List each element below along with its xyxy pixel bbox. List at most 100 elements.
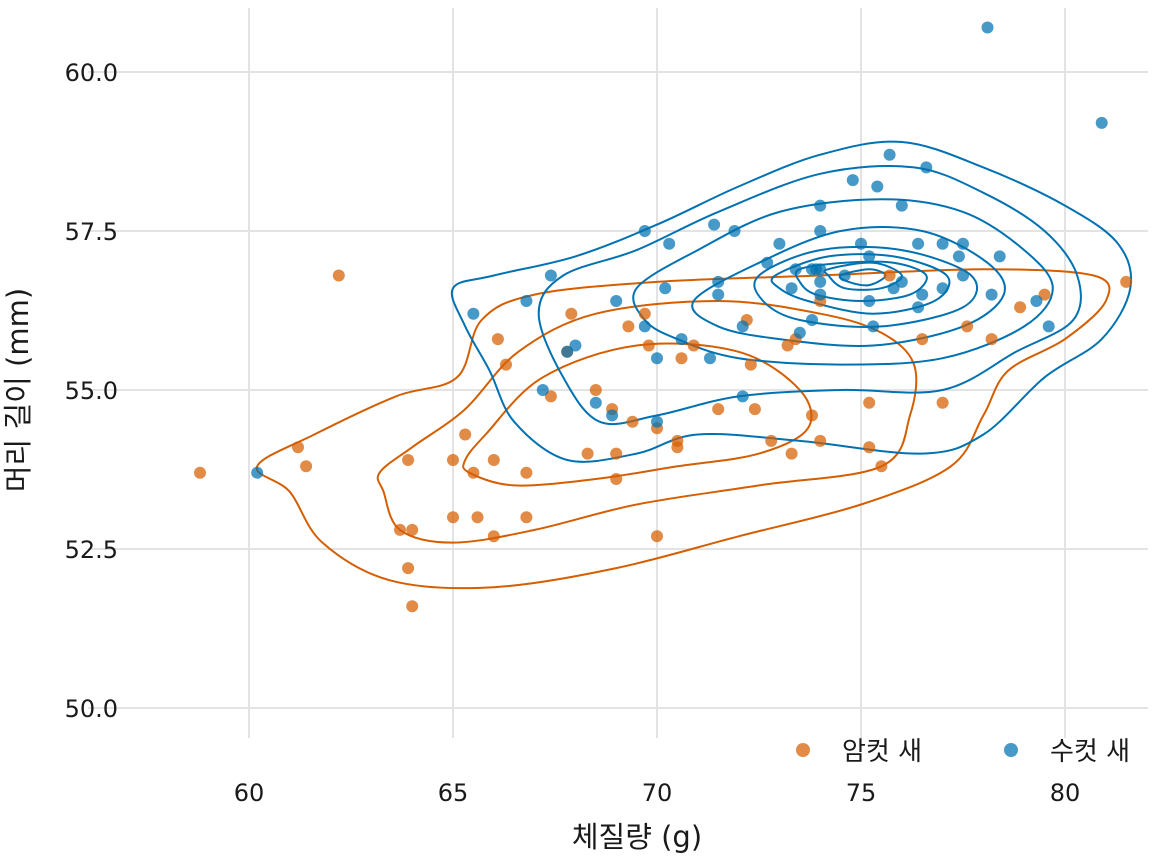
data-point-male [536,384,549,396]
gridlines [88,8,1148,738]
data-point-male [520,295,533,307]
scatter-points [194,21,1133,613]
data-point-female [447,511,459,524]
data-point-male [659,282,672,295]
data-point-male [663,237,676,250]
density-contour-male [450,140,1133,463]
data-point-male [846,174,859,187]
data-point-male [883,148,896,161]
data-point-male [952,250,965,263]
data-point-male [887,282,900,295]
density-contour-male [838,268,887,287]
x-tick-label: 80 [1050,779,1081,807]
data-point-female [544,390,557,403]
data-point-male [712,288,725,301]
data-point-female [985,333,998,346]
data-point-male [773,237,786,250]
x-tick-label: 65 [438,779,469,807]
data-point-male [638,320,651,333]
data-point-male [728,225,741,237]
data-point-male [920,161,933,174]
data-point-male [712,275,725,288]
data-point-female [292,441,304,454]
x-axis-title: 체질량 (g) [572,820,702,854]
data-point-female [610,473,623,485]
data-point-male [912,237,925,250]
density-contour-male [770,253,951,315]
x-tick-label: 75 [846,779,877,807]
data-point-female [471,511,484,524]
data-point-female [500,358,512,371]
data-point-male [936,237,949,250]
data-point-male [651,415,663,428]
tick-labels: 60 65 70 75 80 50.0 52.5 55.0 57.5 60.0 [65,59,1081,807]
data-point-female [447,454,459,466]
data-point-male [957,269,969,282]
data-point-female [332,269,345,282]
data-point-male [936,282,949,295]
data-point-male [789,263,802,276]
data-point-female [520,466,533,479]
data-point-female [467,466,480,479]
data-point-male [814,263,827,276]
data-point-male [814,275,827,288]
data-point-male [736,320,749,333]
data-point-female [1014,301,1027,314]
data-point-female [406,600,419,613]
y-tick-label: 57.5 [65,218,118,246]
data-point-female [863,441,876,454]
data-point-female [883,269,896,282]
data-point-male [785,282,798,295]
data-point-male [993,250,1006,263]
data-point-female [406,523,419,536]
data-point-male [981,21,994,34]
data-point-male [814,225,827,237]
density-contours [255,140,1133,590]
data-point-male [651,352,663,365]
density-contour-male [753,245,979,328]
data-point-male [1030,295,1043,307]
legend-swatch-female [796,743,810,757]
data-point-female [610,447,623,460]
data-point-female [487,454,500,466]
density-contour-female [376,300,918,544]
data-point-female [806,409,818,422]
data-point-male [871,180,884,193]
data-point-female [581,447,594,460]
data-point-male [736,390,749,403]
data-point-male [916,288,929,301]
data-point-female [814,434,827,447]
density-contour-female [462,342,813,487]
x-tick-label: 60 [234,779,265,807]
data-point-female [487,530,500,543]
data-point-female [765,434,778,447]
density-contour-male [537,164,1082,426]
data-point-female [459,428,472,441]
data-point-female [712,403,725,416]
x-tick-label: 70 [642,779,673,807]
y-tick-label: 50.0 [65,695,118,723]
data-point-male [806,314,818,326]
data-point-male [638,225,651,237]
data-point-male [606,409,619,422]
data-point-male [912,301,925,314]
data-point-male [610,295,623,307]
data-point-female [916,333,929,346]
data-point-female [781,339,794,352]
data-point-female [300,460,313,473]
data-point-male [793,326,806,339]
data-point-female [687,339,700,352]
data-point-female [748,403,761,416]
data-point-female [638,307,651,320]
data-point-female [1038,288,1051,301]
data-point-male [569,339,582,352]
data-point-male [863,250,876,263]
data-point-female [1120,275,1133,288]
data-point-female [402,562,415,575]
data-point-female [626,415,639,428]
density-contour-male [794,260,928,302]
y-tick-label: 52.5 [65,536,118,564]
data-point-female [394,523,406,536]
data-point-male [704,352,716,365]
